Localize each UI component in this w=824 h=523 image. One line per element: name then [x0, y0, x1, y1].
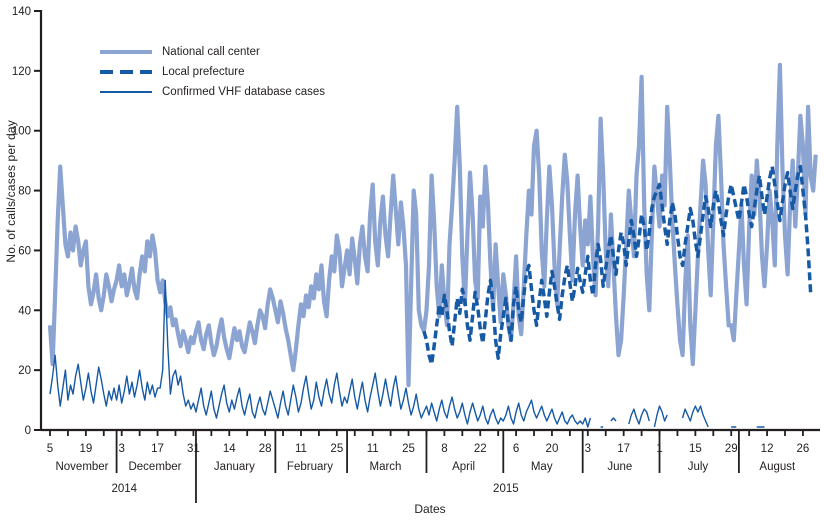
svg-text:11: 11	[367, 443, 379, 455]
svg-text:40: 40	[18, 305, 31, 317]
svg-text:25: 25	[330, 443, 343, 455]
legend-label: National call center	[162, 46, 260, 58]
legend-item-local-prefecture: Local prefecture	[100, 62, 325, 82]
svg-text:15: 15	[689, 443, 702, 455]
svg-text:8: 8	[441, 443, 447, 455]
chart-legend: National call center Local prefecture Co…	[100, 42, 325, 102]
thin-line-swatch-icon	[100, 91, 152, 93]
x-axis-title: Dates	[414, 502, 446, 516]
svg-text:12: 12	[761, 443, 774, 455]
svg-text:22: 22	[474, 443, 487, 455]
svg-text:19: 19	[79, 443, 92, 455]
legend-item-national: National call center	[100, 42, 325, 62]
svg-text:80: 80	[18, 186, 31, 198]
svg-text:5: 5	[47, 443, 53, 455]
svg-text:14: 14	[223, 443, 236, 455]
svg-text:April: April	[452, 461, 475, 473]
svg-text:December: December	[128, 461, 181, 473]
svg-text:2015: 2015	[493, 483, 519, 495]
legend-item-vhf-cases: Confirmed VHF database cases	[100, 82, 325, 102]
national-line-swatch-icon	[100, 50, 152, 54]
svg-text:June: June	[607, 461, 632, 473]
svg-text:28: 28	[259, 443, 272, 455]
svg-text:November: November	[55, 461, 108, 473]
svg-text:26: 26	[797, 443, 810, 455]
svg-text:20: 20	[18, 365, 31, 377]
svg-text:17: 17	[617, 443, 630, 455]
svg-text:3: 3	[119, 443, 125, 455]
legend-label: Local prefecture	[162, 66, 245, 78]
dashed-line-swatch-icon	[100, 70, 152, 74]
legend-label: Confirmed VHF database cases	[162, 86, 325, 98]
svg-text:May: May	[531, 461, 553, 473]
svg-text:2014: 2014	[111, 483, 137, 495]
svg-text:20: 20	[546, 443, 559, 455]
svg-text:January: January	[214, 461, 255, 473]
svg-text:July: July	[688, 461, 709, 473]
svg-text:120: 120	[12, 66, 31, 78]
svg-text:140: 140	[12, 6, 31, 18]
svg-text:100: 100	[12, 126, 31, 138]
y-axis-title: No. of calls/cases per day	[4, 120, 18, 263]
svg-text:August: August	[759, 461, 796, 473]
svg-text:March: March	[370, 461, 402, 473]
svg-text:6: 6	[513, 443, 519, 455]
svg-text:31: 31	[187, 443, 200, 455]
svg-text:60: 60	[18, 245, 31, 257]
svg-text:February: February	[287, 461, 333, 473]
svg-text:29: 29	[725, 443, 738, 455]
svg-text:3: 3	[585, 443, 591, 455]
svg-text:0: 0	[25, 425, 31, 437]
svg-text:17: 17	[151, 443, 164, 455]
svg-text:25: 25	[402, 443, 415, 455]
svg-text:11: 11	[295, 443, 307, 455]
